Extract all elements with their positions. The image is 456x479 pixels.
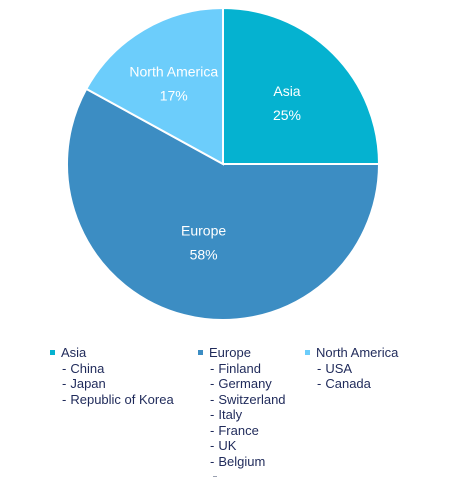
legend-swatch-asia (50, 350, 55, 356)
legend-subitem: - Finland (210, 360, 261, 376)
pie-slice-asia (222, 6, 381, 165)
legend-subitem: - Switzerland (210, 391, 286, 407)
legend-subitem: - USA (317, 360, 353, 376)
slice-name-label: North America (129, 64, 218, 80)
legend-swatch-north-america (305, 350, 310, 356)
slice-percent-label: 17% (160, 88, 188, 104)
pie-slice-north-america (84, 6, 224, 166)
legend-subitem: - Canada (317, 376, 371, 391)
legend-subitem: - Republic of Korea (62, 391, 174, 407)
legend-subitem: - Germany (210, 376, 272, 391)
legend-group-europe: Europe - Finland - Germany - Switzerland -I… (198, 345, 286, 469)
legend-entry-north-america: North America (305, 345, 398, 361)
slice-percent-label: 58% (190, 247, 218, 263)
legend-subitem: - Japan (62, 376, 106, 391)
legend-entry-europe: Europe (198, 345, 286, 361)
pie-chart: Asia 25% Europe 58% North America 17% (66, 6, 381, 321)
legend-group-asia: Asia - China - Japan - Republic of Korea (50, 345, 174, 407)
legend-subitem: - UK (210, 438, 237, 453)
chart-legend: Asia - China - Japan - Republic of Korea Eu… (0, 345, 456, 479)
legend-swatch-europe (198, 350, 203, 356)
legend-subitem: - China (62, 360, 105, 376)
pie-slice-europe (66, 87, 381, 321)
legend-label-north-america: North America (316, 345, 399, 360)
legend-group-north-america: North America - USA - Canada (305, 345, 398, 392)
slice-name-label: Europe (181, 223, 226, 239)
legend-subitem: - Belgium (210, 453, 266, 469)
legend-subitem: - France (210, 422, 259, 438)
legend-overflow-marker (213, 476, 217, 477)
slice-name-label: Asia (273, 83, 300, 99)
legend-label-asia: Asia (61, 345, 87, 360)
legend-label-europe: Europe (209, 345, 251, 360)
legend-subitem: - Italy (210, 407, 243, 422)
legend-entry-asia: Asia (50, 345, 174, 361)
slice-percent-label: 25% (273, 107, 301, 123)
